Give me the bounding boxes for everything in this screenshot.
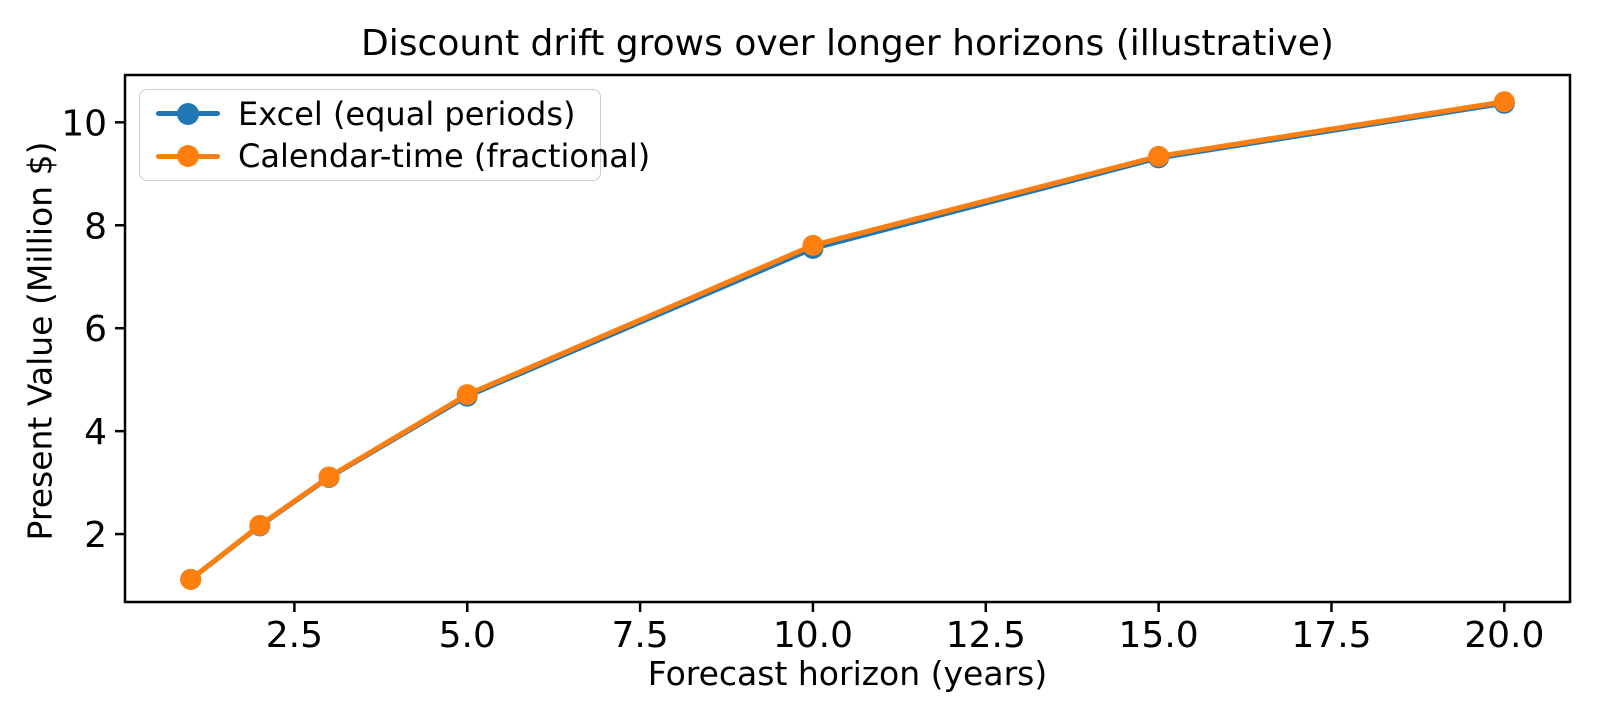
data-point-1 bbox=[180, 568, 202, 590]
chart-title: Discount drift grows over longer horizon… bbox=[361, 23, 1334, 64]
legend: Excel (equal periods) Calendar-time (fra… bbox=[139, 89, 650, 181]
legend-label-excel: Excel (equal periods) bbox=[238, 94, 576, 133]
data-point-1 bbox=[318, 466, 340, 488]
y-tick-label: 10 bbox=[61, 103, 107, 144]
y-tick-label: 6 bbox=[84, 309, 107, 350]
data-point-1 bbox=[1148, 145, 1170, 167]
data-point-1 bbox=[456, 384, 478, 406]
x-tick-label: 17.5 bbox=[1291, 615, 1371, 656]
legend-item-excel: Excel (equal periods) bbox=[150, 93, 590, 135]
x-tick-label: 2.5 bbox=[266, 615, 323, 656]
legend-item-calendar: Calendar-time (fractional) bbox=[150, 135, 650, 177]
y-axis-label: Present Value (Million $) bbox=[20, 141, 60, 541]
data-point-1 bbox=[249, 514, 271, 536]
y-tick-label: 4 bbox=[84, 412, 107, 453]
data-point-1 bbox=[802, 234, 824, 256]
y-tick-label: 2 bbox=[84, 515, 107, 556]
legend-label-calendar: Calendar-time (fractional) bbox=[238, 137, 651, 176]
x-tick-label: 12.5 bbox=[946, 615, 1026, 656]
legend-marker-calendar bbox=[156, 145, 220, 168]
x-tick-label: 20.0 bbox=[1464, 615, 1544, 656]
y-tick-label: 8 bbox=[84, 206, 107, 247]
x-tick-label: 5.0 bbox=[439, 615, 496, 656]
plot-border bbox=[123, 73, 1572, 604]
x-tick-label: 15.0 bbox=[1119, 615, 1199, 656]
x-tick-label: 7.5 bbox=[611, 615, 668, 656]
x-tick-label: 10.0 bbox=[773, 615, 853, 656]
x-axis-label: Forecast horizon (years) bbox=[647, 654, 1048, 693]
legend-marker-excel bbox=[156, 102, 220, 125]
dot-marker-icon bbox=[177, 102, 199, 125]
dot-marker-icon bbox=[177, 145, 199, 168]
data-point-1 bbox=[1493, 91, 1515, 113]
